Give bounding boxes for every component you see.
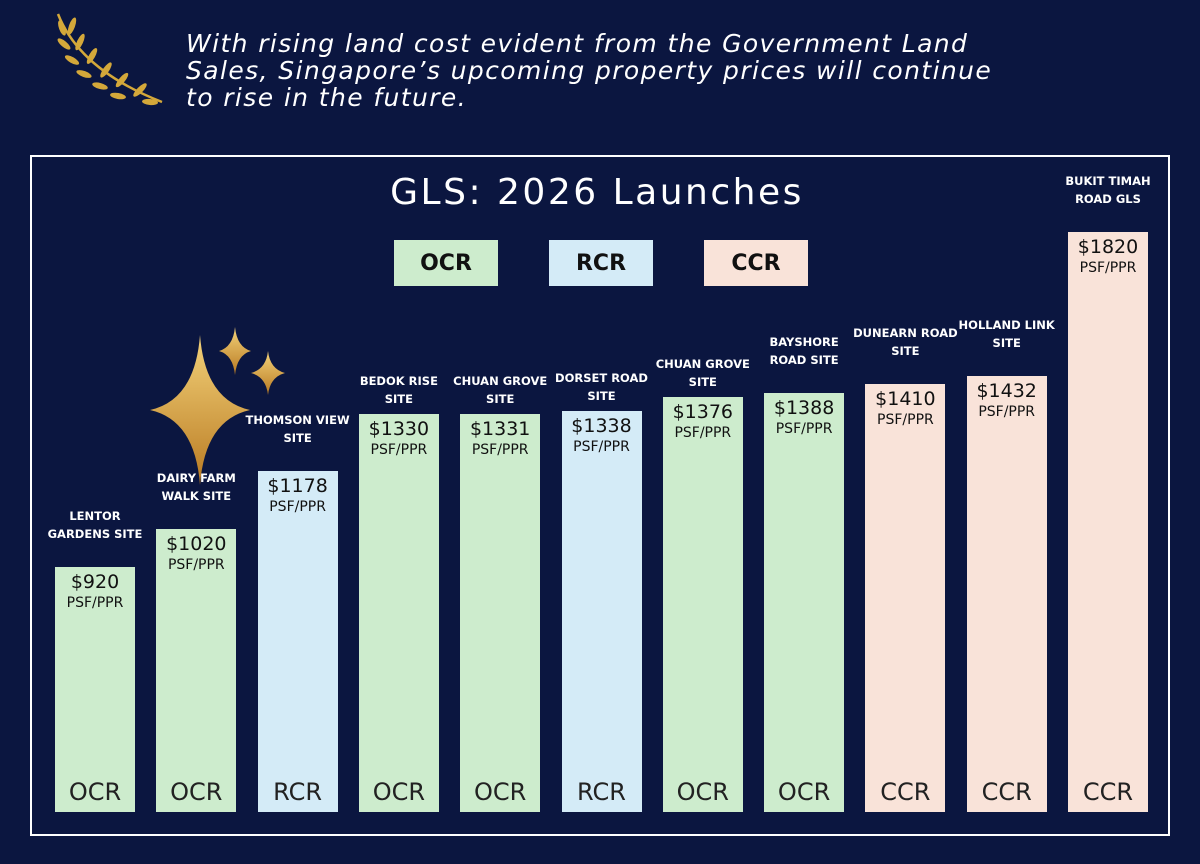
site-label: CHUAN GROVE SITE (655, 357, 750, 390)
bar-6: $1376 PSF/PPR OCR (662, 397, 743, 812)
unit-label: PSF/PPR (167, 557, 225, 574)
sparkle-stars-icon (150, 327, 285, 485)
value-label: $1410 (875, 388, 936, 411)
legend-rcr: RCR (549, 240, 653, 286)
bar-10: $1820 PSF/PPR CCR (1068, 232, 1148, 812)
bar-4: $1331 PSF/PPR OCR (460, 413, 541, 812)
site-label: CHUAN GROVE SITE (453, 373, 548, 406)
region-label: CCR (880, 778, 931, 806)
site-label: THOMSON VIEW SITE (245, 412, 350, 445)
unit-label: PSF/PPR (978, 404, 1036, 421)
site-label: DORSET ROAD SITE (555, 371, 648, 404)
unit-label: PSF/PPR (877, 412, 934, 429)
bar-9: $1432 PSF/PPR CCR (966, 376, 1047, 812)
legend-ccr: CCR (704, 240, 808, 286)
bar-3: $1330 PSF/PPR OCR (358, 414, 439, 812)
unit-label: PSF/PPR (370, 442, 428, 459)
bar-7: $1388 PSF/PPR OCR (764, 392, 845, 812)
region-label: CCR (1082, 778, 1134, 806)
region-label: CCR (981, 778, 1032, 806)
value-label: $1376 (672, 401, 734, 424)
site-label: BAYSHORE ROAD SITE (769, 334, 839, 367)
unit-label: PSF/PPR (66, 594, 124, 611)
region-label: RCR (577, 778, 626, 806)
region-label: OCR (372, 778, 426, 806)
value-label: $1820 (1077, 236, 1139, 258)
legend-ocr: OCR (394, 240, 498, 286)
headline: With rising land cost evident from the G… (186, 29, 993, 112)
region-label: OCR (676, 778, 729, 806)
site-label: BUKIT TIMAH ROAD GLS (1065, 174, 1151, 206)
value-label: $1178 (267, 474, 328, 497)
site-label: BEDOK RISE SITE (359, 374, 438, 407)
bar-1: $1020 PSF/PPR OCR (156, 529, 237, 812)
chart-title: GLS: 2026 Launches (0, 172, 1200, 213)
unit-label: PSF/PPR (674, 425, 732, 442)
site-label: LENTOR GARDENS SITE (47, 508, 143, 541)
bar-0: $920 PSF/PPR OCR (55, 566, 135, 812)
value-label: $1338 (571, 415, 632, 438)
region-label: RCR (273, 778, 323, 806)
value-label: $1388 (773, 396, 835, 419)
unit-label: PSF/PPR (269, 498, 326, 515)
value-label: $1330 (368, 418, 430, 441)
region-label: OCR (474, 778, 527, 806)
chart-title-text: GLS: 2026 Launches (390, 172, 804, 213)
region-label: OCR (68, 778, 122, 806)
bar-8: $1410 PSF/PPR CCR (865, 384, 946, 812)
laurel-branch-icon (56, 13, 163, 106)
value-label: $1331 (469, 417, 531, 440)
value-label: $1020 (166, 533, 227, 556)
bar-5: $1338 PSF/PPR RCR (561, 411, 642, 812)
unit-label: PSF/PPR (775, 420, 833, 437)
unit-label: PSF/PPR (1079, 260, 1137, 276)
site-label: HOLLAND LINK SITE (958, 318, 1055, 351)
bar-2: $1178 PSF/PPR RCR (257, 470, 338, 812)
site-label: DAIRY FARM WALK SITE (156, 471, 236, 504)
value-label: $920 (70, 570, 120, 593)
chart-frame (30, 155, 1170, 836)
region-label: OCR (777, 778, 831, 806)
unit-label: PSF/PPR (573, 439, 630, 456)
site-label: DUNEARN ROAD SITE (853, 326, 958, 359)
region-label: OCR (170, 778, 223, 806)
unit-label: PSF/PPR (471, 441, 529, 458)
value-label: $1432 (976, 380, 1037, 403)
